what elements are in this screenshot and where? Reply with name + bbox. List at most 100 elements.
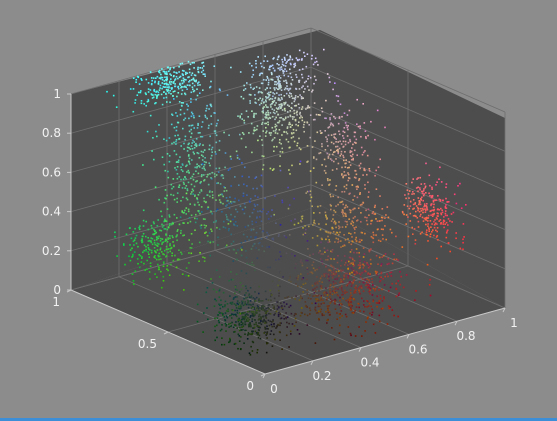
data-point [241,249,243,251]
data-point [187,210,190,213]
data-point [295,277,298,279]
data-point [261,139,263,141]
data-point [284,58,286,60]
data-point [355,289,357,291]
data-point [134,102,136,104]
data-point [238,302,241,304]
data-point [185,213,187,215]
data-point [169,80,171,83]
data-point [289,62,292,65]
data-points [106,48,467,356]
data-point [280,305,283,308]
data-point [161,156,164,158]
data-point [344,166,347,168]
data-point [191,148,194,150]
data-point [288,123,290,126]
data-point [217,319,220,322]
data-point [326,297,328,299]
data-point [177,229,179,231]
data-point [374,138,376,141]
data-point [202,73,205,75]
data-point [284,117,287,120]
data-point [429,220,432,222]
data-point [366,173,368,176]
data-point [268,131,271,134]
data-point [344,220,347,223]
data-point [251,110,253,112]
data-point [311,284,314,287]
data-point [296,142,299,144]
data-point [270,293,272,295]
data-point [312,167,315,169]
data-point [349,292,352,294]
data-point [402,211,404,214]
data-point [433,226,436,229]
data-point [246,303,248,306]
data-point [284,102,287,105]
data-point [272,138,274,141]
data-point [219,307,222,310]
data-point [225,315,228,317]
data-point [224,245,227,248]
data-point [238,317,240,320]
data-point [300,307,303,309]
data-point [228,314,231,317]
data-point [293,105,296,107]
data-point [248,293,251,295]
data-point [389,228,392,231]
data-point [338,117,341,119]
data-point [226,94,229,96]
data-point [353,298,356,301]
data-point [209,135,211,138]
data-point [380,263,383,265]
data-point [280,93,282,96]
data-point [272,111,275,114]
data-point [203,163,206,166]
data-point [381,256,383,258]
data-point [277,79,279,81]
data-point [198,165,200,167]
data-point [379,158,381,161]
data-point [238,340,241,342]
data-point [239,281,242,284]
data-point [146,268,148,270]
data-point [358,178,361,180]
data-point [337,294,339,297]
data-point [379,297,382,300]
data-point [378,220,381,222]
data-point [183,86,185,88]
data-point [154,243,157,246]
data-point [431,188,433,190]
data-point [151,227,153,229]
data-point [170,93,172,95]
data-point [191,243,193,245]
data-point [283,70,285,73]
data-point [203,161,206,163]
data-point [337,233,340,236]
data-point [201,159,204,161]
data-point [238,158,241,160]
data-point [322,299,324,302]
data-point [145,220,147,223]
data-point [302,277,305,279]
data-point [352,269,354,271]
data-point [393,258,396,261]
data-point [213,305,216,307]
data-point [273,109,276,111]
data-point [258,322,260,324]
data-point [429,194,431,197]
data-point [354,215,356,218]
data-point [341,303,343,306]
data-point [266,77,269,79]
data-point [325,311,327,313]
data-point [242,300,244,303]
data-point [193,74,196,76]
data-point [150,241,153,244]
data-point [239,205,242,207]
data-point [425,219,428,221]
data-point [181,210,183,212]
data-point [176,166,179,168]
data-point [197,172,200,175]
data-point [248,200,251,202]
data-point [137,75,139,78]
